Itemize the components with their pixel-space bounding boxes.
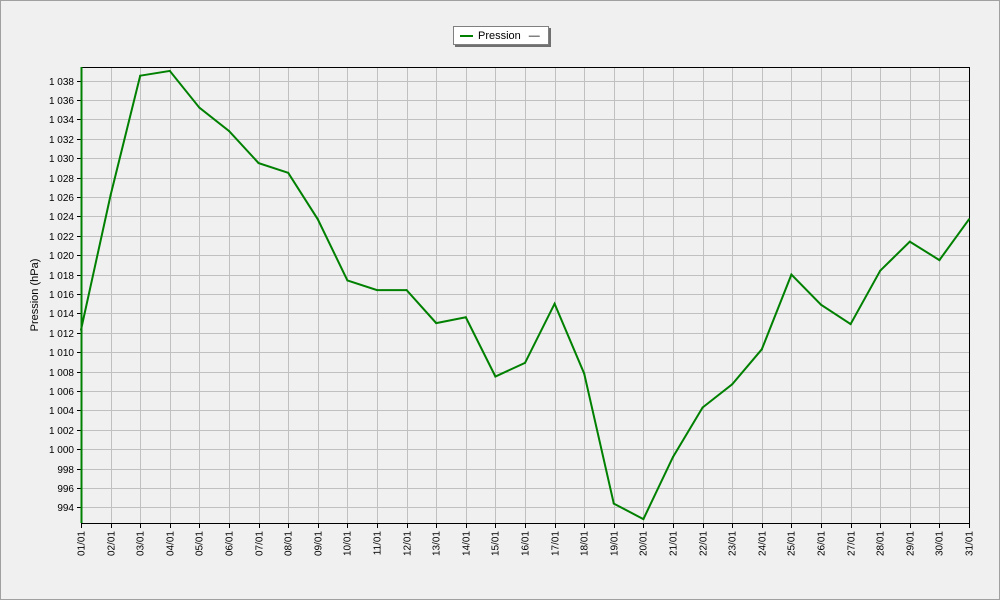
x-tick-label: 09/01 bbox=[314, 531, 325, 556]
y-tick-label: 1 030 bbox=[49, 154, 74, 165]
x-tick-label: 18/01 bbox=[580, 531, 591, 556]
data-point bbox=[938, 259, 941, 262]
x-tick-label: 11/01 bbox=[373, 531, 384, 556]
data-point bbox=[849, 323, 852, 326]
legend-label: Pression bbox=[478, 29, 521, 42]
y-tick-label: 1 020 bbox=[49, 251, 74, 262]
y-tick-label: 1 000 bbox=[49, 445, 74, 456]
legend: Pression — bbox=[453, 26, 549, 45]
data-point bbox=[642, 518, 645, 521]
x-tick-label: 12/01 bbox=[403, 531, 414, 556]
data-point bbox=[672, 456, 674, 458]
x-tick-label: 02/01 bbox=[107, 531, 118, 556]
x-tick-label: 03/01 bbox=[136, 531, 147, 556]
data-point bbox=[257, 162, 260, 165]
x-tick-label: 22/01 bbox=[699, 531, 710, 556]
data-point bbox=[198, 106, 201, 109]
x-tick-label: 29/01 bbox=[906, 531, 917, 556]
data-point bbox=[376, 289, 378, 292]
y-tick-label: 996 bbox=[57, 484, 74, 495]
x-tick-label: 25/01 bbox=[787, 531, 798, 556]
x-tick-label: 30/01 bbox=[935, 531, 946, 556]
y-tick-label: 1 018 bbox=[49, 271, 74, 282]
data-point bbox=[820, 303, 822, 306]
y-tick-label: 1 004 bbox=[49, 406, 74, 417]
data-point bbox=[968, 218, 970, 221]
y-tick-label: 1 032 bbox=[49, 135, 74, 146]
data-point bbox=[316, 218, 319, 221]
y-tick-label: 1 026 bbox=[49, 193, 74, 204]
y-tick-label: 1 002 bbox=[49, 426, 74, 437]
data-point bbox=[790, 273, 793, 276]
y-tick-label: 1 010 bbox=[49, 348, 74, 359]
x-tick-label: 05/01 bbox=[195, 531, 206, 556]
data-point bbox=[168, 69, 171, 72]
x-tick-label: 19/01 bbox=[610, 531, 621, 556]
x-tick-label: 04/01 bbox=[166, 531, 177, 556]
data-point bbox=[405, 289, 408, 292]
data-point bbox=[435, 322, 438, 325]
x-tick-label: 17/01 bbox=[551, 531, 562, 556]
x-tick-label: 23/01 bbox=[728, 531, 739, 556]
y-tick-label: 998 bbox=[57, 465, 74, 476]
x-tick-label: 13/01 bbox=[432, 531, 443, 556]
y-tick-label: 1 012 bbox=[49, 329, 74, 340]
data-point bbox=[760, 348, 763, 351]
y-tick-label: 1 036 bbox=[49, 96, 74, 107]
data-point bbox=[346, 279, 349, 282]
data-point bbox=[701, 406, 704, 409]
data-point bbox=[908, 240, 911, 243]
x-tick-label: 24/01 bbox=[758, 531, 769, 556]
data-point bbox=[287, 171, 290, 174]
x-tick-label: 07/01 bbox=[255, 531, 266, 556]
data-point bbox=[139, 74, 142, 77]
y-tick-label: 1 008 bbox=[49, 368, 74, 379]
x-tick-label: 14/01 bbox=[462, 531, 473, 556]
data-point bbox=[464, 316, 467, 319]
data-point bbox=[109, 194, 112, 197]
y-tick-label: 1 006 bbox=[49, 387, 74, 398]
data-point bbox=[879, 269, 882, 272]
x-tick-label: 08/01 bbox=[284, 531, 295, 556]
legend-swatch bbox=[460, 34, 473, 37]
y-tick-label: 1 028 bbox=[49, 174, 74, 185]
y-tick-label: 1 016 bbox=[49, 290, 74, 301]
x-tick-label: 15/01 bbox=[491, 531, 502, 556]
x-tick-label: 28/01 bbox=[876, 531, 887, 556]
y-tick-label: 994 bbox=[57, 503, 74, 514]
x-tick-label: 26/01 bbox=[817, 531, 828, 556]
x-tick-label: 06/01 bbox=[225, 531, 236, 556]
y-tick-label: 1 014 bbox=[49, 309, 74, 320]
x-tick-label: 01/01 bbox=[77, 531, 88, 556]
x-tick-label: 27/01 bbox=[847, 531, 858, 556]
y-tick-label: 1 024 bbox=[49, 212, 74, 223]
data-point bbox=[583, 372, 586, 375]
legend-dash: — bbox=[528, 29, 540, 42]
y-tick-label: 1 038 bbox=[49, 77, 74, 88]
data-point bbox=[731, 383, 734, 386]
data-point bbox=[524, 361, 526, 364]
x-tick-label: 31/01 bbox=[965, 531, 976, 556]
x-tick-label: 16/01 bbox=[521, 531, 532, 556]
data-point bbox=[80, 328, 82, 331]
y-tick-label: 1 022 bbox=[49, 232, 74, 243]
y-tick-label: 1 034 bbox=[49, 115, 74, 126]
data-point bbox=[228, 130, 230, 132]
x-tick-label: 21/01 bbox=[669, 531, 680, 556]
y-axis-label: Pression (hPa) bbox=[29, 259, 41, 332]
x-tick-label: 10/01 bbox=[343, 531, 354, 556]
x-tick-label: 20/01 bbox=[639, 531, 650, 556]
data-point bbox=[553, 302, 556, 305]
data-point bbox=[612, 502, 615, 505]
data-point bbox=[494, 375, 497, 378]
